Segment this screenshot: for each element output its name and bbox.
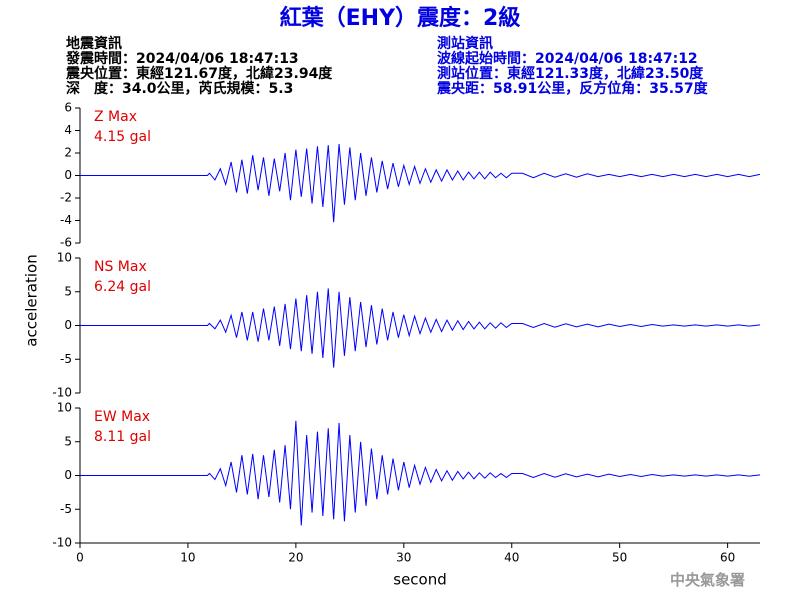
x-tick-label: 30	[396, 551, 411, 565]
info-right: 測站位置：東經121.33度，北緯23.50度	[437, 65, 704, 82]
max-label: Z Max	[94, 109, 137, 125]
y-tick-label: 5	[64, 284, 72, 298]
x-tick-label: 20	[288, 551, 303, 565]
x-tick-label: 60	[720, 551, 735, 565]
y-tick-label: 2	[64, 146, 72, 160]
y-tick-label: -5	[60, 502, 72, 516]
y-tick-label: -5	[60, 352, 72, 366]
y-tick-label: 4	[64, 123, 72, 137]
max-value: 6.24 gal	[94, 279, 151, 295]
y-tick-label: 10	[57, 401, 72, 415]
waveform	[80, 288, 761, 368]
info-left: 深 度：34.0公里，芮氏規模：5.3	[66, 80, 293, 97]
agency: 中央氣象署	[670, 571, 745, 589]
waveform	[80, 143, 761, 223]
y-tick-label: 10	[57, 251, 72, 265]
x-tick-label: 0	[76, 551, 84, 565]
y-tick-label: -10	[52, 536, 72, 550]
info-right: 波線起始時間：2024/04/06 18:47:12	[437, 50, 698, 67]
y-tick-label: -10	[52, 386, 72, 400]
y-tick-label: 0	[64, 318, 72, 332]
y-tick-label: 6	[64, 101, 72, 115]
x-tick-label: 50	[612, 551, 627, 565]
max-label: EW Max	[94, 409, 150, 425]
title: 紅葉（EHY）震度：2級	[280, 5, 521, 31]
y-tick-label: 5	[64, 434, 72, 448]
y-tick-label: -2	[60, 191, 72, 205]
x-axis-label: second	[393, 571, 447, 589]
info-left: 震央位置：東經121.67度，北緯23.94度	[65, 65, 333, 82]
x-tick-label: 10	[180, 551, 195, 565]
info-left: 發震時間：2024/04/06 18:47:13	[65, 50, 299, 67]
y-tick-label: -4	[60, 213, 72, 227]
x-tick-label: 40	[504, 551, 519, 565]
y-tick-label: 0	[64, 168, 72, 182]
info-left: 地震資訊	[66, 35, 122, 52]
info-right: 震央距：58.91公里，反方位角：35.57度	[436, 80, 709, 97]
max-label: NS Max	[94, 259, 147, 275]
info-right: 測站資訊	[437, 35, 493, 52]
y-tick-label: -6	[60, 236, 72, 250]
waveform	[80, 420, 761, 526]
max-value: 4.15 gal	[94, 129, 151, 145]
max-value: 8.11 gal	[94, 429, 151, 445]
y-tick-label: 0	[64, 468, 72, 482]
y-axis-label: acceleration	[23, 254, 41, 346]
